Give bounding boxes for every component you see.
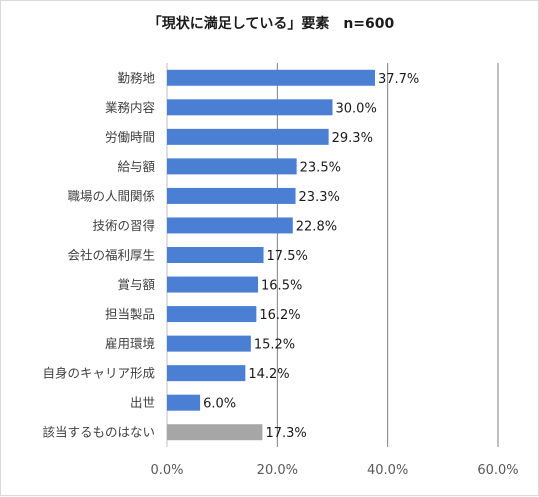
bar-10 xyxy=(167,365,246,382)
bar-2 xyxy=(167,128,329,145)
x-tick-label-1: 20.0% xyxy=(257,463,298,478)
category-label-5: 技術の習得 xyxy=(92,218,155,233)
value-label-0: 37.7% xyxy=(378,72,419,87)
category-label-4: 職場の人間関係 xyxy=(67,188,155,203)
bar-8 xyxy=(167,306,257,323)
value-label-10: 14.2% xyxy=(248,367,289,382)
chart-title: 「現状に満足している」要素 n=600 xyxy=(148,15,395,32)
bar-9 xyxy=(167,335,251,352)
value-label-5: 22.8% xyxy=(296,219,337,234)
category-label-1: 業務内容 xyxy=(105,100,155,115)
bar-5 xyxy=(167,217,293,234)
category-label-12: 該当するものはない xyxy=(42,425,155,440)
bar-0 xyxy=(167,69,375,86)
value-labels: 37.7%30.0% 29.3% 23.5% 23.3% 22.8% 17.5% 16.5%… xyxy=(203,72,419,441)
x-tick-label-2: 40.0% xyxy=(367,463,408,478)
category-label-7: 賞与額 xyxy=(117,277,155,292)
bar-7 xyxy=(167,276,259,293)
x-tick-label-3: 60.0% xyxy=(477,463,518,478)
bar-4 xyxy=(167,187,296,204)
bar-6 xyxy=(167,247,264,263)
category-label-9: 雇用環境 xyxy=(105,336,155,351)
bar-11 xyxy=(167,394,201,411)
category-label-11: 出世 xyxy=(130,395,155,410)
value-label-11: 6.0% xyxy=(203,397,236,412)
value-label-1: 30.0% xyxy=(336,101,377,116)
value-label-6: 17.5% xyxy=(267,249,308,264)
value-label-8: 16.2% xyxy=(259,308,300,323)
category-label-10: 自身のキャリア形成 xyxy=(42,366,155,381)
bar-3 xyxy=(167,158,297,175)
value-label-7: 16.5% xyxy=(261,279,302,294)
bar-12 xyxy=(167,424,263,441)
category-label-3: 給与額 xyxy=(117,159,155,174)
value-label-9: 15.2% xyxy=(254,338,295,353)
bars xyxy=(167,69,375,441)
category-label-6: 会社の福利厚生 xyxy=(67,248,155,263)
value-label-12: 17.3% xyxy=(265,426,306,441)
value-label-2: 29.3% xyxy=(332,131,373,146)
bar-1 xyxy=(167,99,333,116)
category-label-2: 労働時間 xyxy=(105,129,155,144)
value-label-4: 23.3% xyxy=(299,190,340,205)
category-label-8: 担当製品 xyxy=(105,307,155,322)
category-label-0: 勤務地 xyxy=(117,70,155,85)
x-axis-tick-labels: 0.0% 20.0% 40.0% 60.0% xyxy=(150,463,518,478)
category-labels: 勤務地業務内容労働時間給与額職場の人間関係技術の習得会社の福利厚生賞与額担当製品… xyxy=(42,70,155,439)
value-label-3: 23.5% xyxy=(300,160,341,175)
x-tick-label-0: 0.0% xyxy=(150,463,183,478)
